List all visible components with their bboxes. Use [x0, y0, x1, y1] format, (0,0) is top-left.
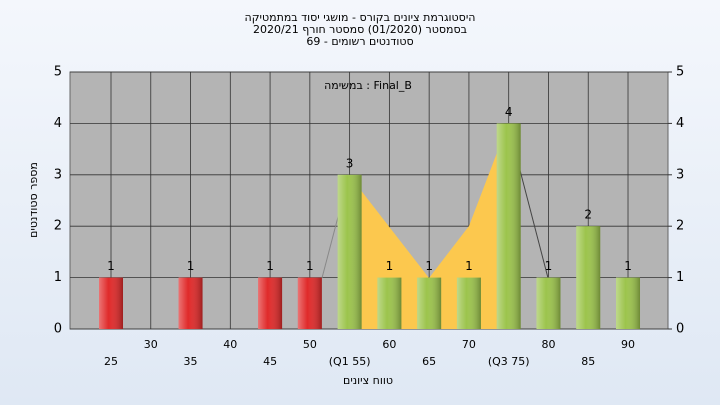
title: היסטוגרמת ציונים בקורס - מושגי יסוד במתמ… — [245, 11, 476, 24]
data-label: 1 — [266, 259, 274, 273]
y2-tick-label: 0 — [676, 322, 684, 337]
annotation: במשימה : Final_B — [324, 79, 412, 92]
x-tick-label: 70 — [462, 338, 476, 351]
y-tick-label: 1 — [54, 270, 62, 285]
x-tick-label: 60 — [382, 338, 396, 351]
y-axis-label: מספר סטודנטים — [27, 162, 40, 238]
y2-tick-label: 1 — [676, 270, 684, 285]
y-tick-label: 2 — [54, 219, 62, 234]
y2-tick-label: 2 — [676, 219, 684, 234]
x-tick-label: 90 — [621, 338, 635, 351]
x-axis-label: טווח ציונים — [343, 374, 393, 387]
data-label: 1 — [386, 259, 394, 273]
bar-shade — [456, 277, 481, 329]
bar-shade — [536, 277, 561, 329]
bar-shade — [377, 277, 402, 329]
x-tick-label: 85 — [581, 355, 595, 368]
title: סטודנטים רשומים - 69 — [306, 35, 413, 48]
data-label: 1 — [306, 259, 314, 273]
data-label: 2 — [584, 208, 592, 222]
y-tick-label: 5 — [54, 65, 62, 80]
y2-tick-label: 5 — [676, 65, 684, 80]
data-label: 4 — [505, 105, 513, 119]
bar-shade — [576, 226, 601, 329]
data-label: 1 — [187, 259, 195, 273]
data-label: 1 — [545, 259, 553, 273]
data-label: 3 — [346, 156, 354, 170]
x-tick-label: 45 — [263, 355, 277, 368]
y2-tick-label: 4 — [676, 116, 684, 131]
bar-shade — [417, 277, 442, 329]
x-tick-label: (Q1 55) — [329, 355, 371, 368]
data-label: 1 — [465, 259, 473, 273]
x-tick-label: (Q3 75) — [488, 355, 530, 368]
bar-shade — [258, 277, 283, 329]
bar-shade — [99, 277, 123, 329]
y-tick-label: 4 — [54, 116, 62, 131]
data-label: 1 — [107, 259, 115, 273]
bar-shade — [178, 277, 203, 329]
bar-shade — [616, 277, 641, 329]
y-tick-label: 3 — [54, 167, 62, 182]
x-tick-label: 35 — [184, 355, 198, 368]
x-tick-label: 50 — [303, 338, 317, 351]
x-tick-label: 65 — [422, 355, 436, 368]
data-label: 1 — [425, 259, 433, 273]
data-label: 1 — [624, 259, 632, 273]
x-tick-label: 80 — [541, 338, 555, 351]
y2-tick-label: 3 — [676, 167, 684, 182]
bar-shade — [496, 123, 521, 330]
x-tick-label: 40 — [223, 338, 237, 351]
x-tick-label: 30 — [144, 338, 158, 351]
title: בסמסטר (01/2020) סמסטר חורף 2020/21 — [253, 23, 467, 36]
x-tick-label: 25 — [104, 355, 118, 368]
bar-shade — [297, 277, 322, 329]
bar-shade — [337, 174, 362, 329]
y-tick-label: 0 — [54, 322, 62, 337]
